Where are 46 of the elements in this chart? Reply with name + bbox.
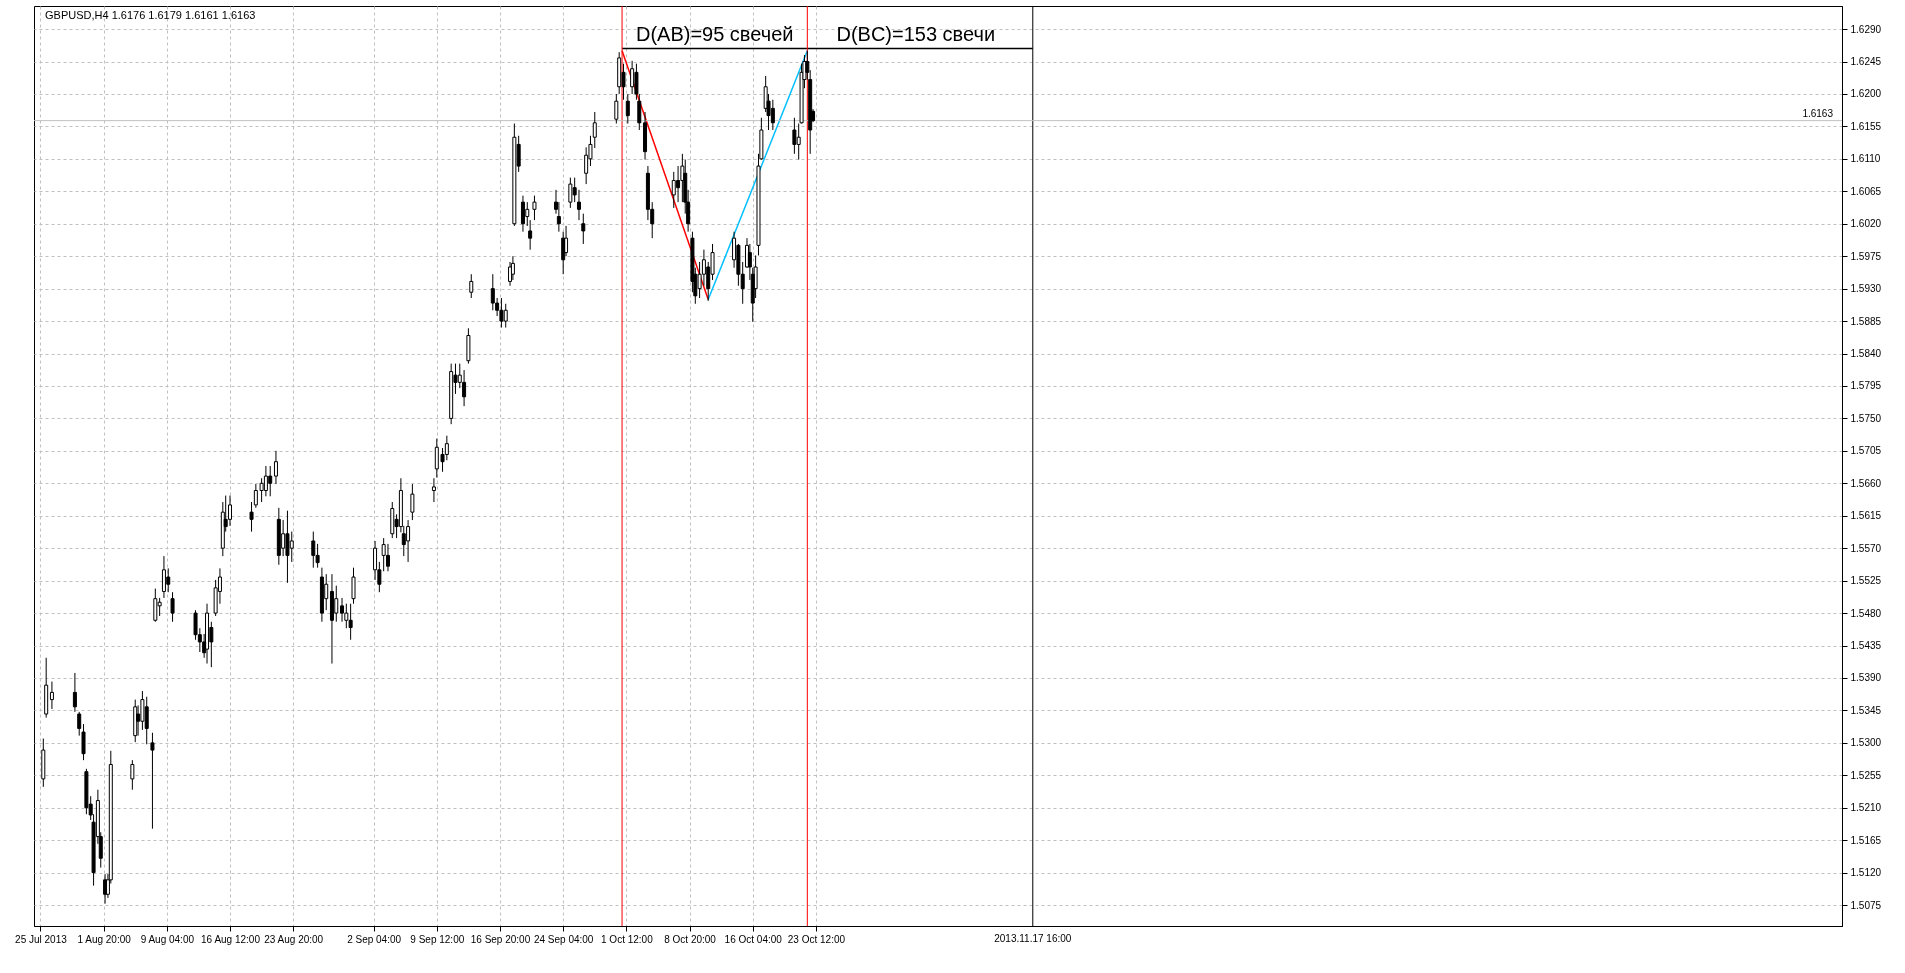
x-tick-label: 23 Oct 12:00	[787, 933, 846, 945]
y-tick-label: 1.5930	[1850, 283, 1882, 295]
y-tick-label: 1.5390	[1850, 672, 1882, 684]
y-tick-label: 1.5615	[1850, 510, 1882, 522]
y-tick-label: 1.5165	[1850, 834, 1882, 846]
y-tick-label: 1.6110	[1850, 153, 1881, 165]
y-tick-label: 1.5345	[1850, 704, 1882, 716]
y-tick-label: 1.5885	[1850, 315, 1882, 327]
y-tick-label: 1.5210	[1850, 802, 1882, 814]
y-tick-label: 1.6155	[1850, 120, 1882, 132]
x-tick-label: 9 Sep 12:00	[410, 933, 465, 945]
y-tick-label: 1.5660	[1850, 477, 1882, 489]
x-tick-label: 16 Sep 20:00	[470, 933, 531, 945]
y-tick-label: 1.5255	[1850, 769, 1882, 781]
y-tick-label: 1.5435	[1850, 640, 1882, 652]
y-tick-label: 1.5975	[1850, 250, 1882, 262]
y-tick-label: 1.6290	[1850, 23, 1882, 35]
y-tick-label: 1.6065	[1850, 185, 1882, 197]
x-tick-label: 1 Oct 12:00	[601, 933, 654, 945]
y-tick-label: 1.5840	[1850, 348, 1882, 360]
y-tick-label: 1.5705	[1850, 445, 1882, 457]
x-tick-label: 2 Sep 04:00	[347, 933, 402, 945]
y-tick-label: 1.5570	[1850, 542, 1882, 554]
x-tick-label: 1 Aug 20:00	[77, 933, 132, 945]
x-tick-label: 8 Oct 20:00	[664, 933, 717, 945]
y-tick-label: 1.5795	[1850, 380, 1882, 392]
x-tick-label: 16 Aug 12:00	[201, 933, 261, 945]
y-tick-label: 1.6200	[1850, 88, 1882, 100]
ref-line-label: 1.6163	[1802, 107, 1834, 119]
x-tick-label: 24 Sep 04:00	[533, 933, 594, 945]
x-tick-label: 25 Jul 2013	[15, 933, 68, 945]
y-tick-label: 1.6020	[1850, 218, 1882, 230]
chart-title: GBPUSD,H4 1.6176 1.6179 1.6161 1.6163	[45, 9, 256, 21]
y-tick-label: 1.5300	[1850, 737, 1882, 749]
annotation: D(BC)=153 свечи	[836, 22, 996, 45]
ref-line-label: 2013.11.17 16:00	[994, 933, 1072, 944]
x-tick-label: 9 Aug 04:00	[140, 933, 195, 945]
annotation: D(AB)=95 свечей	[635, 22, 794, 45]
y-tick-label: 1.5075	[1850, 899, 1882, 911]
y-tick-label: 1.5750	[1850, 412, 1882, 424]
y-tick-label: 1.5480	[1850, 607, 1882, 619]
y-tick-label: 1.5120	[1850, 867, 1882, 879]
x-tick-label: 23 Aug 20:00	[264, 933, 324, 945]
x-tick-label: 16 Oct 04:00	[724, 933, 783, 945]
y-tick-label: 1.6245	[1850, 56, 1882, 68]
y-tick-label: 1.5525	[1850, 575, 1882, 587]
